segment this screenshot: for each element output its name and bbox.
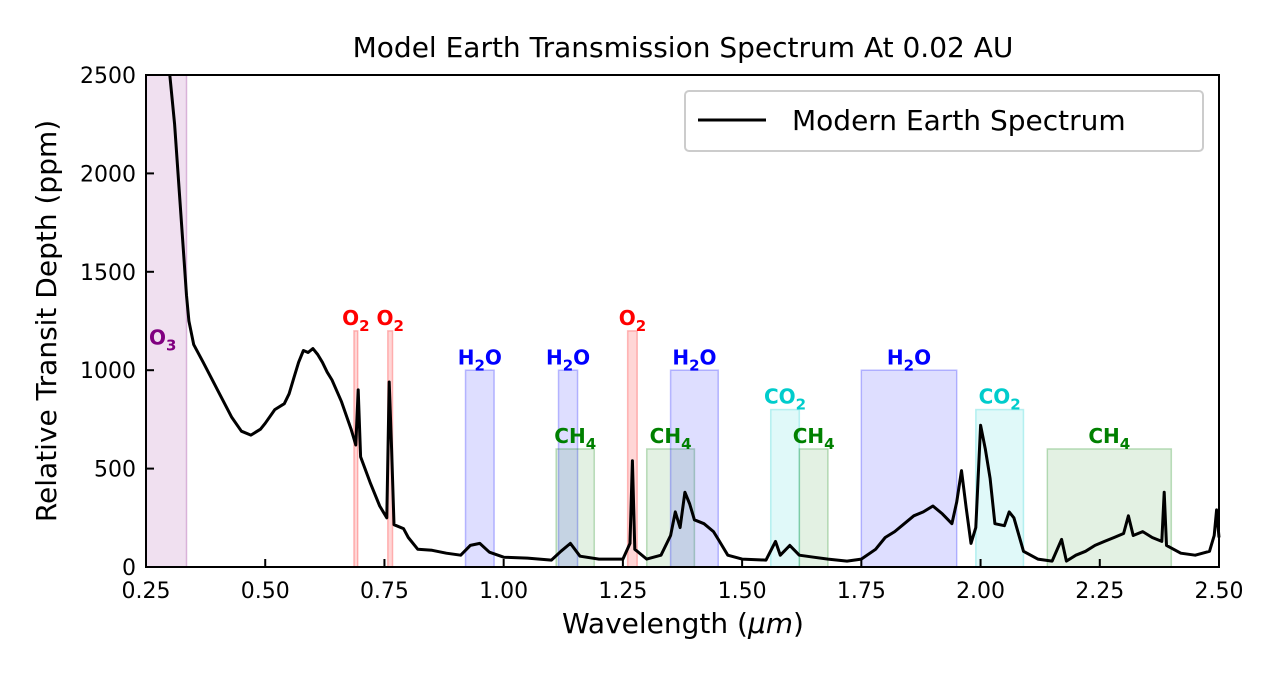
band-ch4-13: [1046, 448, 1173, 568]
band-label-o2-2: O2: [376, 306, 403, 335]
band-ch4-7: [645, 448, 696, 568]
legend: Modern Earth Spectrum: [684, 90, 1204, 152]
x-tick-label: 2.25: [1075, 579, 1124, 604]
x-axis-label-close: ): [793, 607, 804, 640]
axis-ticks: 0.25 0.50 0.75 1.00 1.25 1.50 1.75 2.00 2.25 2.50…: [80, 64, 1243, 604]
band-label-co2-9: CO2: [764, 385, 806, 414]
band-label-ch4-10: CH4: [793, 424, 835, 453]
y-tick-label: 2500: [80, 64, 136, 89]
band-label-ch4-5: CH4: [554, 424, 596, 453]
x-tick-label: 0.50: [241, 579, 290, 604]
legend-label: Modern Earth Spectrum: [792, 104, 1126, 137]
x-tick-label: 1.75: [837, 579, 886, 604]
x-tick-label: 0.25: [122, 579, 171, 604]
band-label-o3-0: O3: [149, 326, 176, 355]
band-label-o2-1: O2: [342, 306, 369, 335]
spectrum-line: [168, 74, 1221, 563]
band-h2o-3: [464, 369, 495, 568]
y-tick-label: 0: [122, 556, 136, 581]
x-tick-label: 0.75: [360, 579, 409, 604]
x-axis-label: Wavelength (μm): [562, 607, 804, 640]
band-label-h2o-11: H2O: [887, 345, 931, 374]
chart-title: Model Earth Transmission Spectrum At 0.0…: [353, 31, 1014, 64]
plot-frame: [145, 74, 1220, 568]
x-tick-label: 1.25: [598, 579, 647, 604]
y-axis-label: Relative Transit Depth (ppm): [30, 120, 63, 522]
band-label-ch4-13: CH4: [1088, 424, 1130, 453]
band-label-h2o-3: H2O: [458, 345, 502, 374]
spectrum-line-layer: [168, 74, 1221, 563]
x-axis-label-unit: μm: [747, 607, 793, 640]
x-tick-label: 1.50: [718, 579, 767, 604]
x-axis-label-text: Wavelength (: [562, 607, 748, 640]
band-label-h2o-4: H2O: [546, 345, 590, 374]
band-o2-1: [353, 330, 359, 568]
x-tick-label: 2.50: [1195, 579, 1244, 604]
band-label-ch4-7: CH4: [650, 424, 692, 453]
absorption-bands: [145, 74, 1173, 568]
x-tick-label: 1.00: [479, 579, 528, 604]
x-tick-label: 2.00: [956, 579, 1005, 604]
legend-box: [684, 90, 1204, 152]
band-label-o2-6: O2: [619, 306, 646, 335]
band-o3-0: [145, 74, 188, 568]
y-tick-label: 500: [94, 458, 136, 483]
y-tick-label: 1500: [80, 261, 136, 286]
band-label-h2o-8: H2O: [672, 345, 716, 374]
y-tick-label: 2000: [80, 162, 136, 187]
band-ch4-10: [798, 448, 829, 568]
band-label-co2-12: CO2: [979, 385, 1021, 414]
band-h2o-11: [860, 369, 958, 568]
band-h2o-8: [669, 369, 720, 568]
y-tick-label: 1000: [80, 359, 136, 384]
